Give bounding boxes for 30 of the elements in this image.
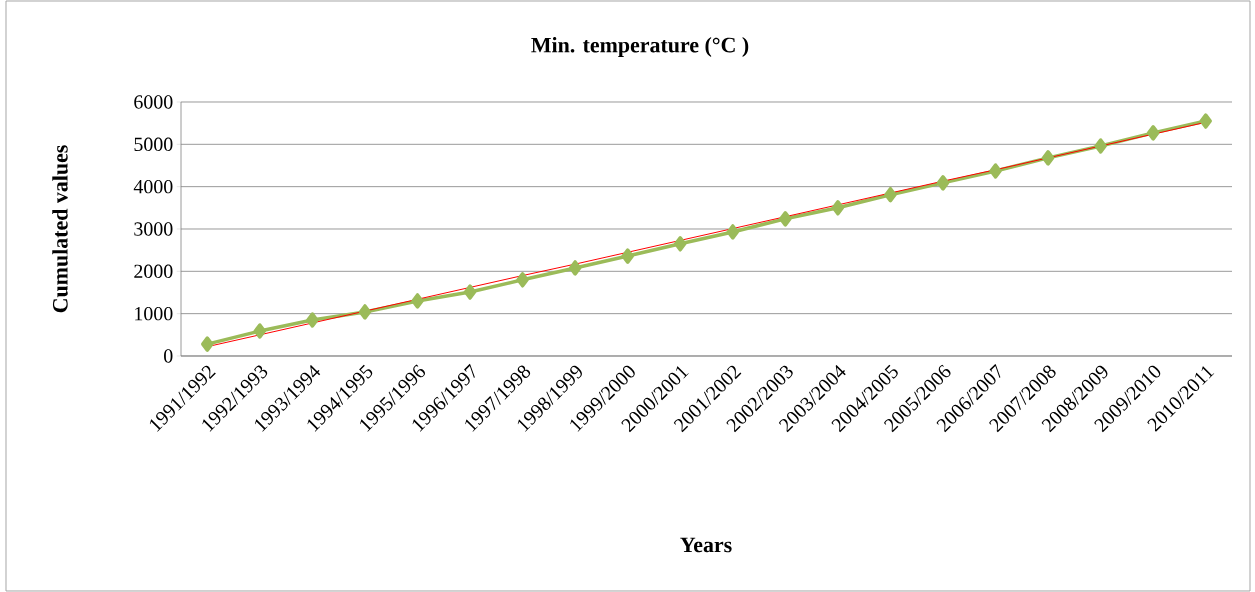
point	[568, 260, 582, 276]
y-tick-label: 3000	[134, 222, 173, 236]
point	[463, 284, 477, 300]
y-tick-label: 0	[164, 349, 173, 363]
point	[726, 224, 740, 240]
point	[411, 293, 424, 309]
x-axis-title: Years	[680, 537, 732, 553]
chart-title: Min. temperature (°C )	[531, 37, 749, 57]
point	[358, 304, 372, 320]
point	[1146, 125, 1160, 141]
point	[1041, 150, 1055, 166]
point	[673, 236, 687, 252]
point	[1199, 113, 1212, 129]
point	[516, 272, 529, 288]
y-tick-label: 4000	[133, 179, 173, 194]
y-tick-label: 5000	[134, 137, 173, 152]
y-tick-label: 1000	[135, 306, 173, 321]
point	[621, 248, 634, 264]
point	[1094, 138, 1107, 154]
point	[306, 312, 319, 328]
point	[989, 163, 1002, 179]
y-tick-label: 6000	[134, 95, 173, 109]
y-axis-title: Cumulated values	[52, 145, 68, 313]
y-tick-label: 2000	[134, 264, 173, 279]
point	[201, 336, 214, 352]
point	[884, 186, 897, 203]
point	[831, 200, 845, 216]
point	[779, 211, 792, 227]
point	[253, 323, 267, 339]
point	[936, 175, 950, 191]
